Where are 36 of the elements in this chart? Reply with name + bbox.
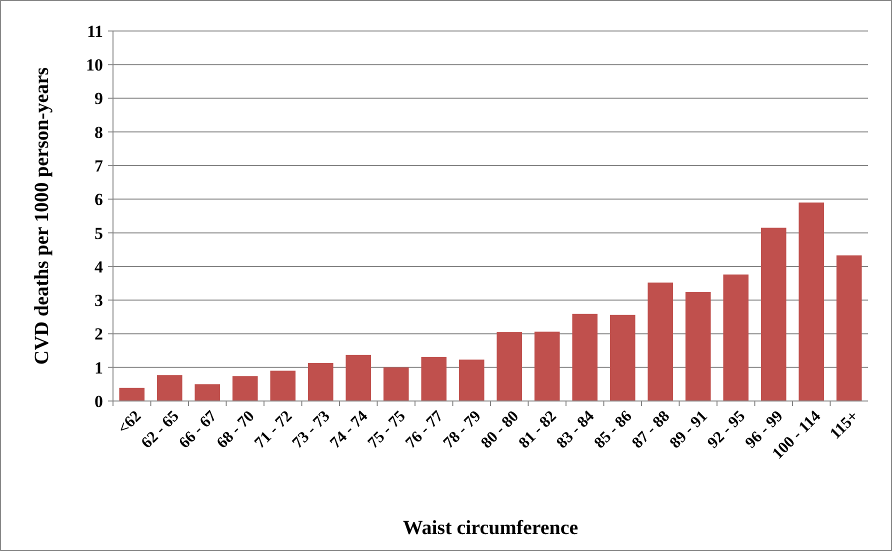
y-tick-label: 9 [94, 89, 103, 108]
bar [383, 367, 409, 401]
bar [421, 356, 447, 401]
x-tick-label: 115+ [827, 408, 862, 443]
bar [798, 202, 824, 401]
x-tick-label: <62 [114, 408, 145, 438]
bar [119, 388, 145, 401]
bar [836, 255, 862, 401]
bar [572, 314, 598, 401]
bar [648, 282, 674, 401]
bar [156, 375, 182, 401]
bar [232, 376, 258, 401]
y-axis-title: CVD deaths per 1000 person-years [31, 67, 53, 365]
y-tick-label: 11 [86, 22, 103, 41]
y-tick-label: 4 [94, 257, 104, 276]
y-tick-label: 10 [86, 56, 103, 75]
x-axis-title: Waist circumference [402, 517, 578, 539]
bar [760, 228, 786, 401]
y-tick-label: 8 [94, 122, 103, 142]
bar [346, 354, 372, 401]
y-tick-label: 5 [94, 224, 103, 243]
bar [458, 360, 484, 401]
bar [194, 384, 220, 401]
bar [308, 362, 334, 401]
bar [496, 332, 522, 401]
y-tick-label: 1 [94, 358, 103, 378]
bar [685, 292, 711, 401]
bar [723, 274, 749, 401]
bar [610, 314, 636, 401]
y-tick-label: 0 [94, 392, 103, 411]
y-tick-label: 3 [94, 291, 103, 310]
bar [534, 332, 560, 401]
y-tick-label: 6 [94, 190, 103, 210]
bar [270, 370, 296, 401]
y-tick-label: 7 [94, 156, 104, 176]
y-tick-label: 2 [94, 324, 103, 344]
